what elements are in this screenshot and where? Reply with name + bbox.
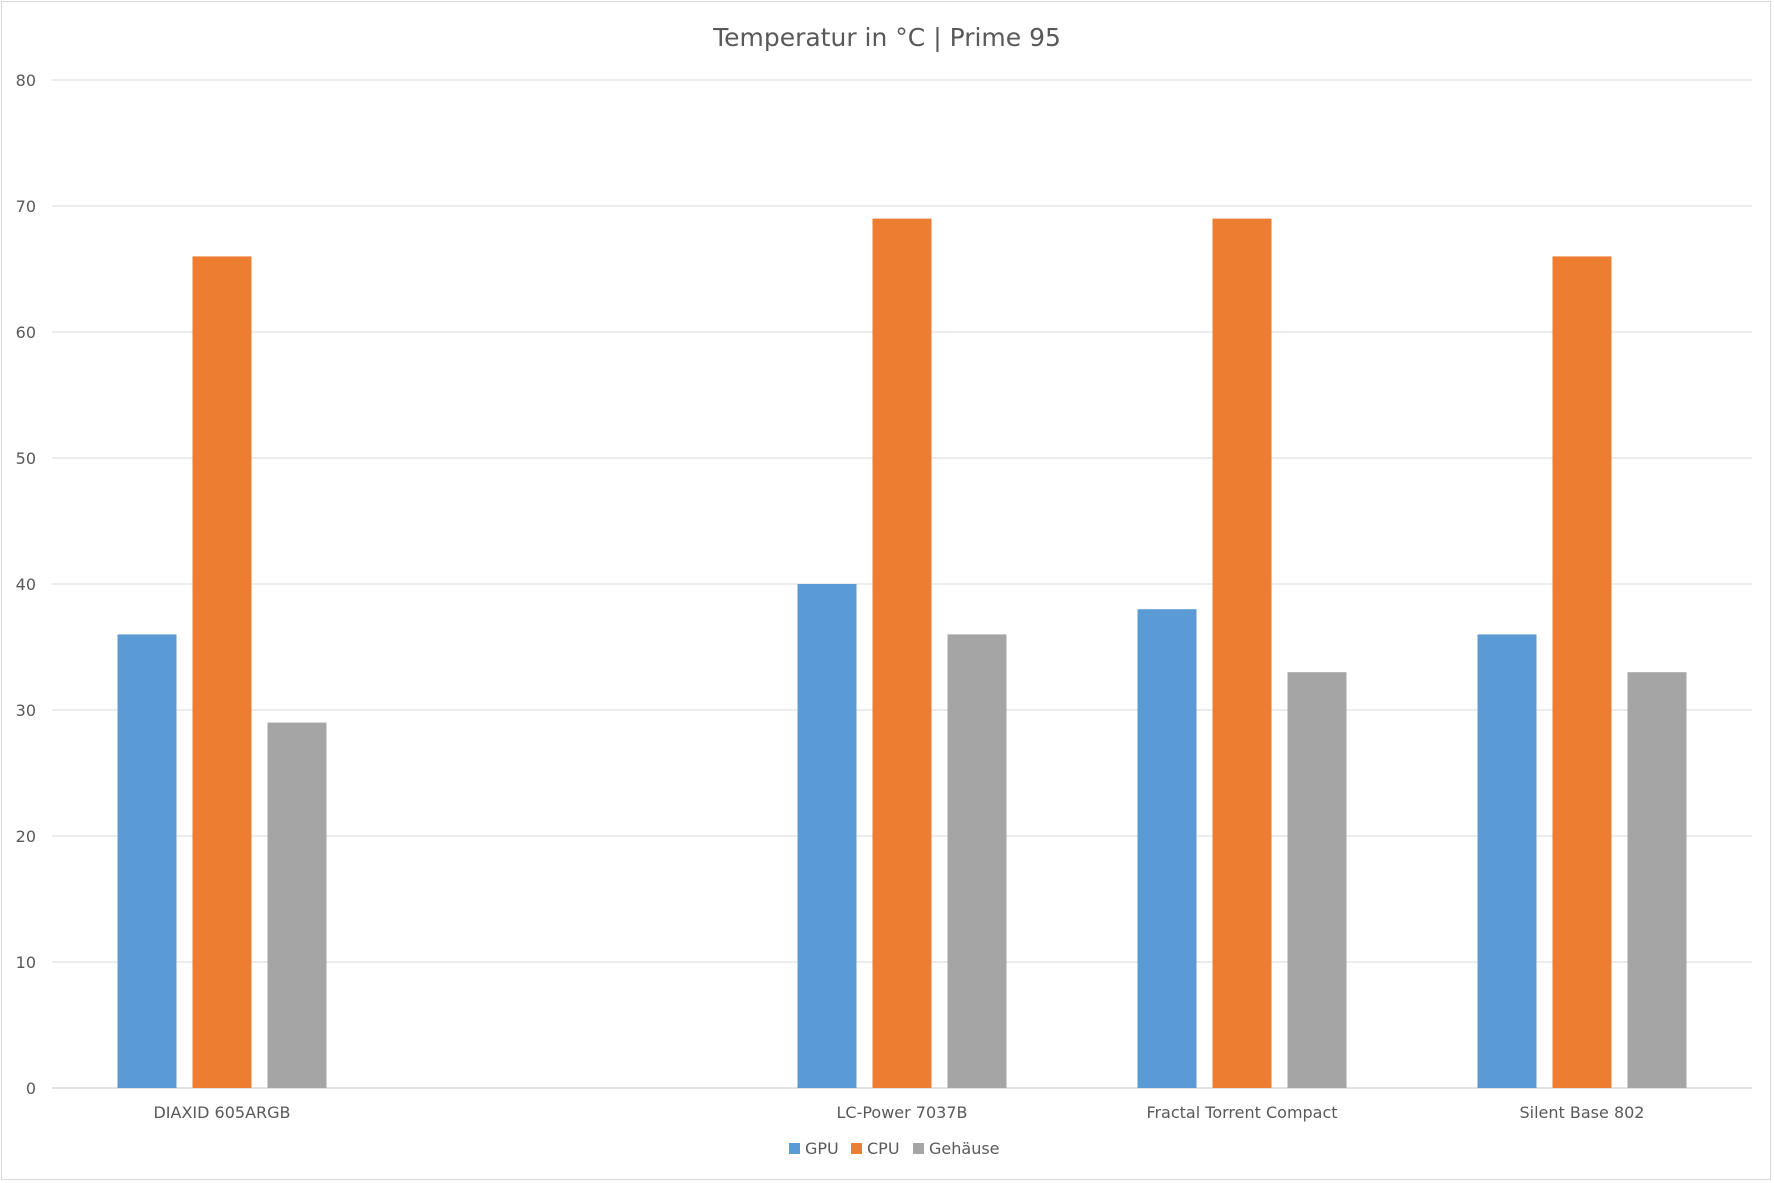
- bars: [117, 218, 1687, 1089]
- legend: GPU CPU Gehäuse: [789, 1139, 1000, 1158]
- chart-title: Temperatur in °C | Prime 95: [712, 23, 1061, 52]
- x-category-label: Fractal Torrent Compact: [1146, 1103, 1337, 1122]
- y-tick-label: 0: [26, 1079, 36, 1098]
- legend-label: Gehäuse: [929, 1139, 1000, 1158]
- legend-swatch-geh-use: [913, 1143, 924, 1154]
- x-axis-categories: DIAXID 605ARGB LC-Power 7037B Fractal Torr…: [153, 1103, 1644, 1122]
- bar-geh-use-4: [1627, 672, 1687, 1088]
- bar-cpu-2: [872, 218, 932, 1089]
- legend-label: CPU: [867, 1139, 900, 1158]
- y-tick-label: 30: [16, 701, 36, 720]
- legend-swatch-cpu: [851, 1143, 862, 1154]
- y-axis-ticks: 0 10 20 30 40 50 60 70 80: [16, 71, 36, 1098]
- y-tick-label: 50: [16, 449, 36, 468]
- bar-geh-use-0: [267, 722, 327, 1088]
- y-tick-label: 80: [16, 71, 36, 90]
- bar-gpu-3: [1137, 609, 1197, 1088]
- bar-gpu-4: [1477, 634, 1537, 1088]
- x-category-label: DIAXID 605ARGB: [153, 1103, 290, 1122]
- bar-cpu-3: [1212, 218, 1272, 1089]
- bar-geh-use-3: [1287, 672, 1347, 1088]
- y-tick-label: 60: [16, 323, 36, 342]
- legend-label: GPU: [805, 1139, 839, 1158]
- x-category-label: Silent Base 802: [1520, 1103, 1645, 1122]
- y-tick-label: 10: [16, 953, 36, 972]
- y-tick-label: 20: [16, 827, 36, 846]
- y-tick-label: 70: [16, 197, 36, 216]
- bar-geh-use-2: [947, 634, 1007, 1088]
- bar-gpu-0: [117, 634, 177, 1088]
- bar-gpu-2: [797, 584, 857, 1088]
- bar-cpu-4: [1552, 256, 1612, 1088]
- bar-cpu-0: [192, 256, 252, 1088]
- legend-swatch-gpu: [789, 1143, 800, 1154]
- x-category-label: LC-Power 7037B: [836, 1103, 967, 1122]
- y-tick-label: 40: [16, 575, 36, 594]
